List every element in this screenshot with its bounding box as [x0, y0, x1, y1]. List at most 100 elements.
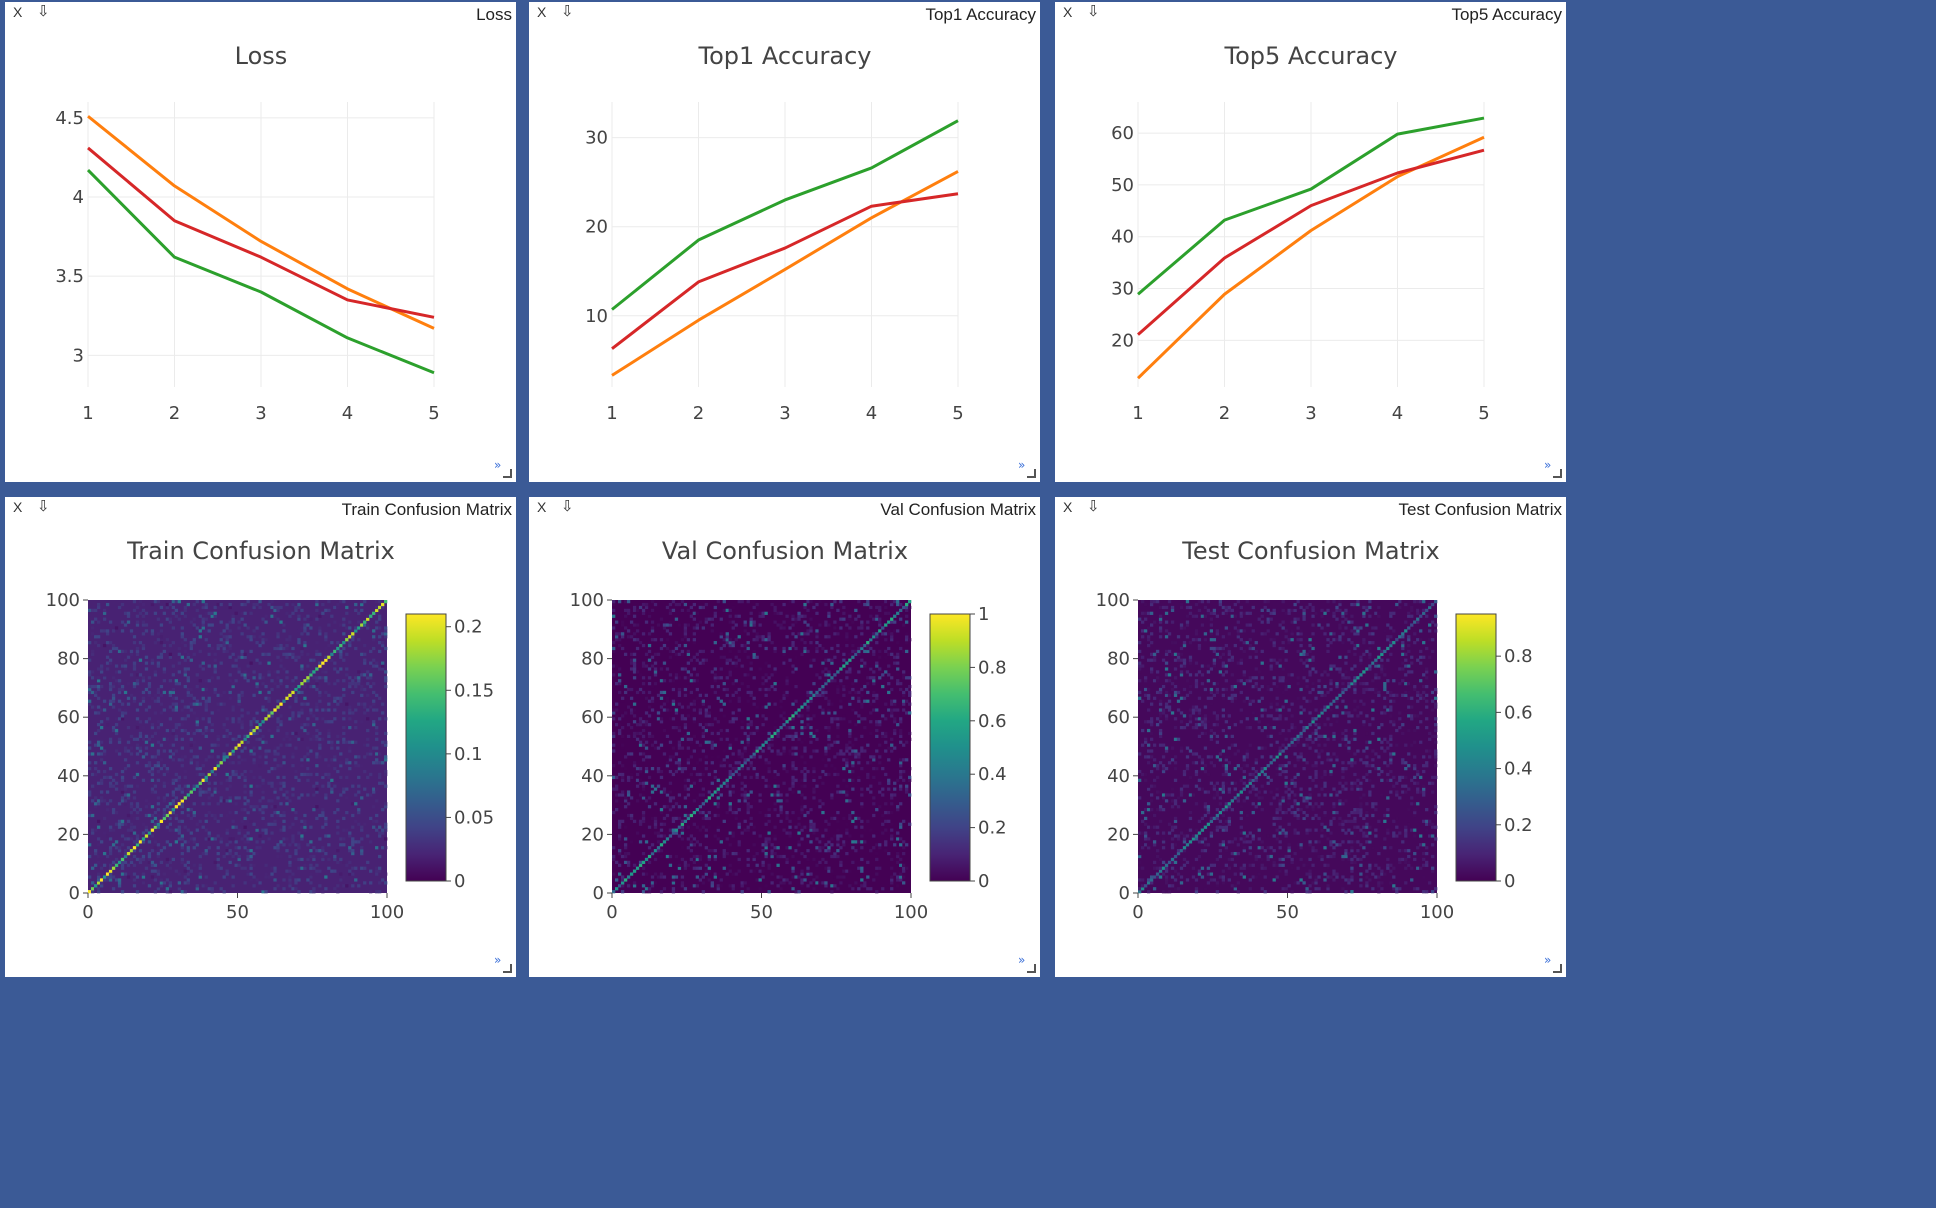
heatmap-cell — [348, 728, 352, 733]
heatmap-cell — [225, 641, 229, 645]
heatmap-cell — [114, 626, 119, 630]
download-icon[interactable]: ⇩ — [37, 497, 50, 515]
heatmap-cell — [141, 602, 146, 607]
close-icon[interactable]: X — [13, 4, 23, 20]
heatmap-cell — [111, 860, 116, 864]
heatmap-cell — [216, 702, 220, 706]
heatmap-cell — [375, 693, 379, 697]
heatmap-cell — [887, 629, 891, 633]
heatmap-cell — [824, 772, 828, 777]
heatmap-cell — [171, 690, 176, 695]
heatmap-cell — [800, 720, 804, 724]
heatmap-cell — [105, 629, 110, 633]
heatmap-cell — [357, 676, 361, 680]
heatmap-cell — [171, 708, 176, 712]
heatmap-cell — [99, 746, 104, 750]
heatmap-cell — [779, 725, 783, 730]
heatmap-cell — [180, 635, 184, 639]
heatmap-cell — [126, 764, 131, 768]
close-icon[interactable]: X — [537, 499, 547, 515]
series-line-2[interactable] — [611, 119, 959, 311]
close-icon[interactable]: X — [537, 4, 547, 20]
heatmap-cell — [258, 690, 262, 695]
heatmap-cell — [791, 641, 795, 645]
heatmap-cell — [267, 846, 271, 850]
series-line-1[interactable] — [87, 146, 435, 319]
heatmap-cell — [327, 608, 331, 613]
heatmap-cell — [824, 690, 828, 695]
colorbar-tick-label: 0.6 — [978, 711, 1007, 732]
heatmap-cell — [620, 620, 625, 624]
download-icon[interactable]: ⇩ — [1087, 2, 1100, 20]
heatmap-cell — [240, 725, 244, 730]
heatmap-cell — [692, 632, 697, 636]
close-icon[interactable]: X — [1063, 499, 1073, 515]
download-icon[interactable]: ⇩ — [561, 2, 574, 20]
pane-title-label: Top1 Accuracy — [925, 5, 1036, 24]
series-line-2[interactable] — [86, 169, 435, 375]
resize-handle-icon[interactable]: » — [494, 459, 512, 478]
heatmap-cell — [875, 749, 879, 753]
resize-handle-icon[interactable]: » — [1018, 459, 1036, 478]
resize-handle-icon[interactable]: » — [494, 954, 512, 973]
heatmap-cell — [905, 638, 909, 642]
heatmap-cell — [264, 822, 268, 826]
heatmap-cell — [905, 608, 909, 613]
heatmap-cell — [731, 693, 735, 697]
heatmap-cell — [105, 641, 110, 645]
heatmap-cell — [138, 849, 143, 853]
heatmap-cell — [782, 749, 786, 753]
heatmap-cell — [683, 784, 688, 788]
heatmap-cell — [809, 734, 813, 739]
series-line-1[interactable] — [611, 192, 959, 350]
heatmap-cell — [800, 799, 804, 803]
resize-handle-icon[interactable]: » — [1544, 459, 1562, 478]
download-icon[interactable]: ⇩ — [1087, 497, 1100, 515]
heatmap-cell — [728, 643, 732, 648]
heatmap-cell — [243, 611, 247, 615]
heatmap-cell — [207, 728, 211, 733]
series-line-0[interactable] — [1136, 135, 1485, 380]
heatmap-cell — [96, 602, 101, 607]
close-icon[interactable]: X — [1063, 4, 1073, 20]
heatmap-cell — [360, 828, 364, 832]
heatmap-cell — [150, 819, 155, 823]
series-line-2[interactable] — [1137, 116, 1485, 296]
heatmap-cell — [647, 676, 652, 680]
heatmap-cell — [824, 752, 828, 756]
resize-handle-icon[interactable]: » — [1018, 954, 1036, 973]
heatmap-cell — [126, 875, 131, 879]
heatmap-cell — [291, 690, 295, 695]
heatmap-cell — [728, 667, 732, 671]
series-line-1[interactable] — [1137, 148, 1485, 336]
series-line-0[interactable] — [87, 115, 435, 330]
heatmap-cell — [782, 661, 786, 665]
heatmap-cell — [743, 673, 747, 677]
heatmap-cell — [662, 805, 667, 809]
heatmap-cell — [117, 802, 122, 806]
heatmap-cell — [321, 825, 325, 829]
heatmap-cell — [707, 857, 711, 862]
close-icon[interactable]: X — [13, 499, 23, 515]
heatmap-cell — [746, 849, 750, 853]
heatmap-cell — [240, 708, 244, 712]
download-icon[interactable]: ⇩ — [561, 497, 574, 515]
heatmap-cell — [776, 772, 780, 777]
heatmap-cell — [108, 784, 113, 788]
heatmap-cell — [312, 737, 316, 741]
download-icon[interactable]: ⇩ — [37, 2, 50, 20]
heatmap-cell — [737, 857, 741, 862]
heatmap-cell — [752, 652, 756, 656]
heatmap-cell — [1371, 887, 1375, 891]
heatmap-cell — [240, 749, 244, 753]
heatmap-cell — [683, 693, 688, 697]
heatmap-cell — [623, 846, 628, 850]
heatmap-cell — [303, 679, 307, 683]
heatmap-cell — [213, 816, 217, 821]
